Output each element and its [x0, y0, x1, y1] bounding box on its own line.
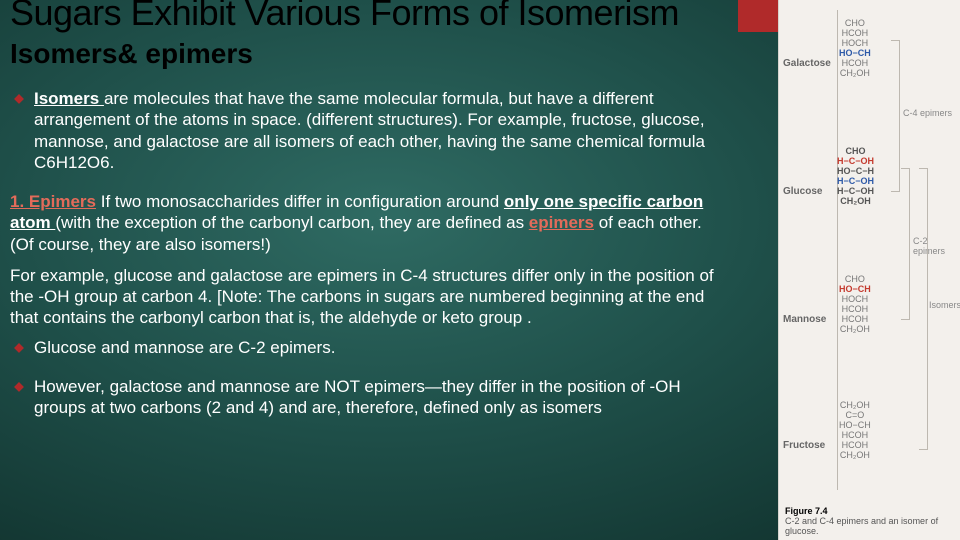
label-mannose: Mannose: [783, 314, 826, 325]
slide-title: Sugars Exhibit Various Forms of Isomeris…: [10, 0, 679, 34]
mol-glucose-bonds: CHO H−C−OH HO−C−H H−C−OH H−C−OH CH₂OH: [837, 146, 874, 206]
bullet-c2: Glucose and mannose are C-2 epimers.: [10, 337, 728, 366]
label-fructose: Fructose: [783, 440, 825, 451]
epimers-head: 1. Epimers: [10, 192, 96, 211]
bullet-isomers: Isomers are molecules that have the same…: [10, 88, 728, 181]
brace-c2: [901, 168, 910, 320]
accent-square: [738, 0, 778, 32]
label-c4-epimers: C-4 epimers: [903, 108, 952, 118]
bullet-not-epimers: However, galactose and mannose are NOT e…: [10, 376, 728, 427]
diamond-icon: [14, 382, 24, 392]
body-text: Isomers are molecules that have the same…: [10, 88, 728, 436]
center-line: [837, 10, 838, 490]
figcap-text: C-2 and C-4 epimers and an isomer of glu…: [785, 516, 938, 536]
mol-mannose-bonds: CHO HO−CH HOCH HCOH HCOH CH₂OH: [839, 274, 871, 334]
isomers-lead: Isomers: [34, 89, 104, 108]
epimers-t1: If two monosaccharides differ in configu…: [96, 192, 504, 211]
mol-fructose: CH₂OH C=O HO−CH HCOH HCOH CH₂OH: [839, 400, 871, 460]
mol-mannose: CHO HO−CH HOCH HCOH HCOH CH₂OH: [839, 274, 871, 334]
slide-subtitle: Isomers& epimers: [10, 38, 253, 70]
figure-caption: Figure 7.4C-2 and C-4 epimers and an iso…: [785, 506, 960, 536]
epimers-para: 1. Epimers If two monosaccharides differ…: [10, 191, 728, 255]
brace-c4: [891, 40, 900, 192]
mol-galactose: CHO HCOH HOCH HO−CH HCOH CH₂OH: [839, 18, 871, 78]
epimers-t2b: epimers: [529, 213, 594, 232]
example-para: For example, glucose and galactose are e…: [10, 265, 728, 329]
figcap-bold: Figure 7.4: [785, 506, 828, 516]
epimers-t2: (with the exception of the carbonyl carb…: [55, 213, 528, 232]
c2-text: Glucose and mannose are C-2 epimers.: [34, 337, 335, 358]
figure-panel: Galactose CHO HCOH HOCH HO−CH HCOH CH₂OH…: [778, 0, 960, 540]
label-galactose: Galactose: [783, 58, 831, 69]
isomers-text: Isomers are molecules that have the same…: [34, 88, 728, 173]
mol-fructose-bonds: CH₂OH C=O HO−CH HCOH HCOH CH₂OH: [839, 400, 871, 460]
mol-galactose-bonds: CHO HCOH HOCH HO−CH HCOH CH₂OH: [839, 18, 871, 78]
notep-text: However, galactose and mannose are NOT e…: [34, 376, 728, 419]
label-glucose: Glucose: [783, 186, 822, 197]
isomers-def: are molecules that have the same molecul…: [34, 89, 705, 172]
slide-root: Sugars Exhibit Various Forms of Isomeris…: [0, 0, 960, 540]
diamond-icon: [14, 94, 24, 104]
label-isomers: Isomers: [929, 300, 960, 310]
brace-isomers: [919, 168, 928, 450]
diamond-icon: [14, 343, 24, 353]
mol-glucose: CHO H−C−OH HO−C−H H−C−OH H−C−OH CH₂OH: [837, 146, 874, 206]
